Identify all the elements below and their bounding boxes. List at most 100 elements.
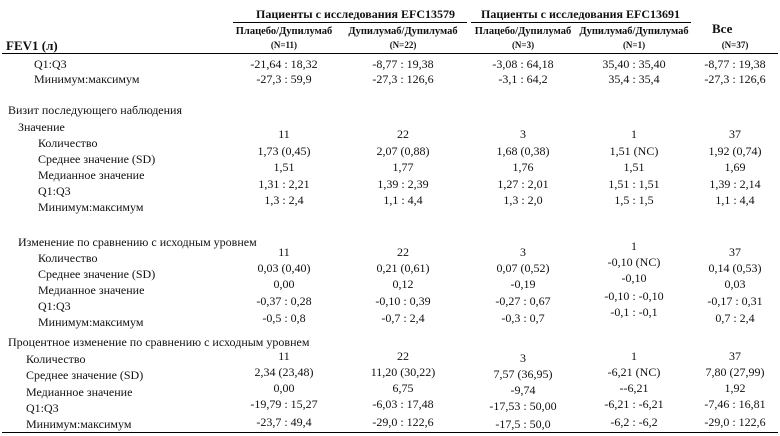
table-cell: -19,79 : 15,27 [230, 398, 338, 410]
table-cell: 0,00 [230, 382, 338, 394]
table-cell: 1,27 : 2,01 [468, 178, 578, 190]
table-cell: -29,0 : 122,6 [690, 416, 780, 428]
col-n-4: (N=1) [578, 41, 690, 50]
row-label: Минимум:максимум [38, 316, 143, 328]
table-cell: -3,1 : 64,2 [468, 73, 578, 85]
table-cell: 1 [578, 240, 690, 252]
col-n-5: (N=37) [690, 41, 780, 50]
table-cell: 6,75 [338, 382, 468, 394]
col-n-3: (N=3) [468, 41, 578, 50]
table-cell: -27,3 : 126,6 [690, 73, 780, 85]
table-cell: -8,77 : 19,38 [338, 58, 468, 70]
row-label: Минимум:максимум [38, 201, 143, 213]
row-label: Q1:Q3 [26, 402, 59, 414]
subsection-title: Значение [18, 121, 65, 133]
row-label: Медианное значение [38, 169, 144, 181]
table-cell: -0,10 (NC) [578, 256, 690, 268]
all-header: Все [712, 22, 732, 35]
row-label: Среднее значение (SD) [38, 153, 155, 165]
table-cell: 7,80 (27,99) [690, 366, 780, 378]
table-cell: -0,17 : 0,31 [690, 295, 780, 307]
table-cell: 1,3 : 2,0 [468, 194, 578, 206]
row-label: Q1:Q3 [34, 58, 67, 70]
table-cell: -29,0 : 122,6 [338, 416, 468, 428]
table-cell: -0,1 : -0,1 [578, 306, 690, 318]
table-cell: -27,3 : 126,6 [338, 73, 468, 85]
row-label: Q1:Q3 [38, 185, 71, 197]
table-cell: -0,10 : -0,10 [578, 290, 690, 302]
table-cell: 1,68 (0,38) [468, 145, 578, 157]
table-cell: 11,20 (30,22) [338, 366, 468, 378]
row-label: Q1:Q3 [38, 300, 71, 312]
row-label: Медианное значение [26, 386, 132, 398]
table-cell: -17,5 : 50,0 [468, 418, 578, 430]
section-title: Визит последующего наблюдения [8, 104, 182, 116]
table-cell: -23,7 : 49,4 [230, 416, 338, 428]
table-cell: 1,51 [230, 161, 338, 173]
fev1-header: FEV1 (л) [6, 39, 58, 52]
table-cell: -6,2 : -6,2 [578, 416, 690, 428]
table-cell: 1 [578, 350, 690, 362]
table-cell: 1 [578, 128, 690, 140]
section-title: Процентное изменение по сравнению с исхо… [8, 336, 309, 348]
col-n-1: (N=11) [230, 41, 338, 50]
table-cell: 0,00 [230, 278, 338, 290]
table-cell: -3,08 : 64,18 [468, 58, 578, 70]
table-cell: 37 [690, 350, 780, 362]
col-header-dupilumab-1: Дупилумаб/Дупилумаб [338, 27, 468, 38]
table-cell: 1,5 : 1,5 [578, 194, 690, 206]
table-cell: 1,39 : 2,14 [690, 178, 780, 190]
table-cell: -0,19 [468, 278, 578, 290]
table-cell: -0,27 : 0,67 [468, 295, 578, 307]
row-label: Количество [38, 252, 97, 264]
table-cell: 1,1 : 4,4 [338, 194, 468, 206]
table-cell: --6,21 [578, 382, 690, 394]
table-cell: 11 [230, 350, 338, 362]
table-cell: 22 [338, 246, 468, 258]
table-cell: 2,07 (0,88) [338, 145, 468, 157]
table-cell: -0,10 [578, 272, 690, 284]
table-cell: -27,3 : 59,9 [230, 73, 338, 85]
col-header-placebo-1: Плацебо/Дупилумаб [230, 27, 338, 38]
row-label: Количество [26, 353, 85, 365]
table-cell: -0,3 : 0,7 [468, 312, 578, 324]
table-cell: 1,92 (0,74) [690, 145, 780, 157]
row-label: Минимум:максимум [34, 73, 139, 85]
table-cell: -7,46 : 16,81 [690, 398, 780, 410]
group-underline-1 [233, 22, 467, 23]
table-cell: 1,1 : 4,4 [690, 194, 780, 206]
table-cell: 3 [468, 352, 578, 364]
table-cell: 1,51 [578, 161, 690, 173]
row-label: Минимум:максимум [26, 418, 131, 430]
table-cell: -0,10 : 0,39 [338, 295, 468, 307]
col-n-2: (N=22) [338, 41, 468, 50]
col-header-placebo-2: Плацебо/Дупилумаб [468, 27, 578, 38]
table-cell: 1,31 : 2,21 [230, 178, 338, 190]
table-cell: 22 [338, 128, 468, 140]
row-label: Количество [38, 137, 97, 149]
table-cell: -8,77 : 19,38 [690, 58, 780, 70]
table-bottom-border [2, 432, 778, 433]
table-cell: 1,51 (NC) [578, 145, 690, 157]
table-cell: 3 [468, 128, 578, 140]
table-cell: -6,03 : 17,48 [338, 398, 468, 410]
table-cell: 1,76 [468, 161, 578, 173]
table-cell: 7,57 (36,95) [468, 368, 578, 380]
table-cell: 1,73 (0,45) [230, 145, 338, 157]
table-cell: 0,03 [690, 278, 780, 290]
table-cell: 0,03 (0,40) [230, 262, 338, 274]
table-cell: 1,51 : 1,51 [578, 178, 690, 190]
table-cell: 1,92 [690, 382, 780, 394]
table-cell: 0,12 [338, 278, 468, 290]
table-cell: 1,39 : 2,39 [338, 178, 468, 190]
table-cell: 35,4 : 35,4 [578, 73, 690, 85]
row-label: Среднее значение (SD) [38, 268, 155, 280]
table-cell: 1,3 : 2,4 [230, 194, 338, 206]
row-label: Медианное значение [38, 284, 144, 296]
table-cell: 11 [230, 128, 338, 140]
table-cell: 1,77 [338, 161, 468, 173]
subsection-title: Изменение по сравнению с исходным уровне… [18, 236, 257, 248]
table-cell: -0,7 : 2,4 [338, 312, 468, 324]
table-cell: 1,69 [690, 161, 780, 173]
table-cell: 22 [338, 350, 468, 362]
